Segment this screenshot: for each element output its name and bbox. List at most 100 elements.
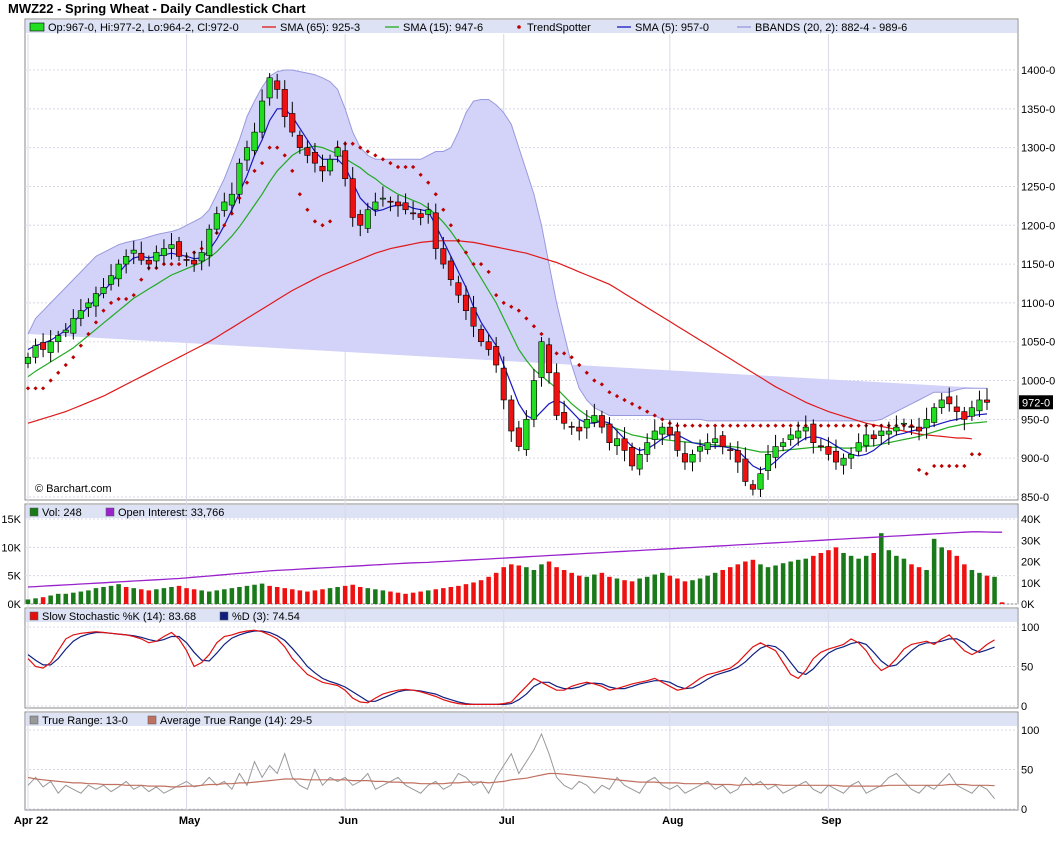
volume-bar	[418, 591, 423, 604]
trendspotter-dot	[463, 250, 469, 255]
volume-legend-text: Open Interest: 33,766	[118, 507, 224, 519]
price-tick-label: 1100-0	[1021, 298, 1054, 310]
volume-bar	[727, 567, 733, 604]
volume-bar	[531, 570, 537, 604]
volume-bar	[607, 576, 612, 604]
candle-up	[802, 426, 809, 432]
x-tick-label: Jun	[338, 815, 358, 827]
volume-bar	[841, 553, 846, 604]
volume-bar	[93, 588, 99, 604]
candle-down	[319, 165, 326, 172]
trendspotter-dot	[780, 423, 786, 428]
candle-up	[364, 209, 371, 229]
trendspotter-dot	[139, 277, 144, 282]
trendspotter-dot	[652, 413, 657, 418]
trendspotter-dot	[509, 304, 514, 309]
volume-legend-text: Vol: 248	[42, 507, 82, 519]
legend-square-icon	[29, 611, 39, 621]
volume-bar	[55, 593, 61, 604]
candle-up	[251, 131, 258, 152]
trendspotter-dot	[728, 423, 733, 428]
trendspotter-dot	[524, 316, 529, 321]
trendspotter-dot	[395, 164, 401, 170]
candle-down	[832, 450, 839, 463]
trendspotter-dot	[773, 423, 778, 428]
volume-bar	[206, 591, 212, 604]
trendspotter-dot	[259, 161, 265, 166]
candle-up	[47, 341, 54, 353]
volume-bar	[252, 584, 257, 604]
trendspotter-dot	[939, 463, 944, 469]
candle-down	[810, 423, 817, 443]
volume-right-tick: 0K	[1021, 599, 1035, 611]
trendspotter-dot	[765, 423, 771, 428]
price-legend-text: BBANDS (20, 2): 882-4 - 989-6	[755, 22, 907, 34]
volume-bar	[863, 555, 869, 604]
candle-up	[236, 162, 243, 195]
volume-bar	[244, 585, 250, 604]
volume-bar	[146, 590, 152, 604]
candle-down	[455, 282, 462, 296]
volume-bar	[116, 584, 121, 604]
candle-down	[281, 89, 288, 117]
trendspotter-dot	[592, 378, 597, 383]
atr-line	[27, 772, 995, 788]
volume-bar	[380, 590, 386, 604]
candle-up	[24, 356, 32, 364]
volume-bar	[916, 567, 922, 604]
candle-down	[515, 427, 522, 447]
volume-bar	[554, 567, 559, 604]
volume-bar	[667, 575, 673, 604]
candle-up	[712, 438, 719, 443]
candle-down	[304, 147, 311, 156]
trendspotter-dot	[743, 423, 748, 428]
x-tick-label: Aug	[662, 815, 683, 827]
volume-bar	[63, 593, 69, 604]
trendspotter-dot	[554, 351, 559, 356]
trendspotter-dot	[713, 423, 718, 428]
trendspotter-dot	[373, 153, 378, 158]
candle-up	[923, 419, 930, 429]
volume-legend-bar	[26, 505, 1017, 518]
trendspotter-dot	[312, 219, 318, 224]
candle-down	[546, 344, 553, 374]
trendspotter-dot	[697, 423, 703, 428]
trendspotter-dot	[403, 164, 408, 170]
stoch-tick-label: 0	[1021, 701, 1027, 713]
candle-down	[598, 415, 605, 428]
candle-down	[311, 151, 318, 164]
volume-right-tick: 30K	[1021, 535, 1041, 547]
trendspotter-dot	[131, 293, 136, 298]
candle-up	[379, 197, 386, 200]
candle-down	[417, 213, 424, 218]
volume-bar	[229, 588, 235, 604]
candle-down	[681, 453, 688, 463]
candle-up	[213, 213, 220, 230]
trendspotter-dot	[599, 382, 605, 387]
volume-bar	[259, 583, 265, 604]
trendspotter-dot	[705, 423, 710, 428]
trendspotter-dot	[954, 463, 959, 469]
volume-bar	[305, 591, 310, 604]
candle-down	[674, 431, 681, 451]
candle-up	[334, 147, 341, 157]
volume-bar	[493, 572, 499, 604]
trendspotter-dot	[290, 168, 295, 174]
volume-bar	[546, 561, 552, 604]
volume-bar	[335, 587, 340, 604]
volume-bar	[388, 591, 393, 604]
trendspotter-dot	[410, 164, 416, 170]
trendspotter-dot	[388, 161, 393, 166]
trendspotter-dot	[486, 269, 491, 274]
candle-up	[644, 442, 651, 455]
trendspotter-dot	[690, 423, 695, 428]
trendspotter-dot	[244, 180, 250, 185]
legend-square-icon	[147, 715, 157, 725]
candle-up	[85, 302, 92, 308]
trendspotter-dot	[645, 409, 650, 414]
candle-down	[749, 484, 756, 490]
x-tick-label: May	[179, 815, 201, 827]
candle-up	[130, 249, 137, 254]
candle-up	[893, 426, 900, 432]
